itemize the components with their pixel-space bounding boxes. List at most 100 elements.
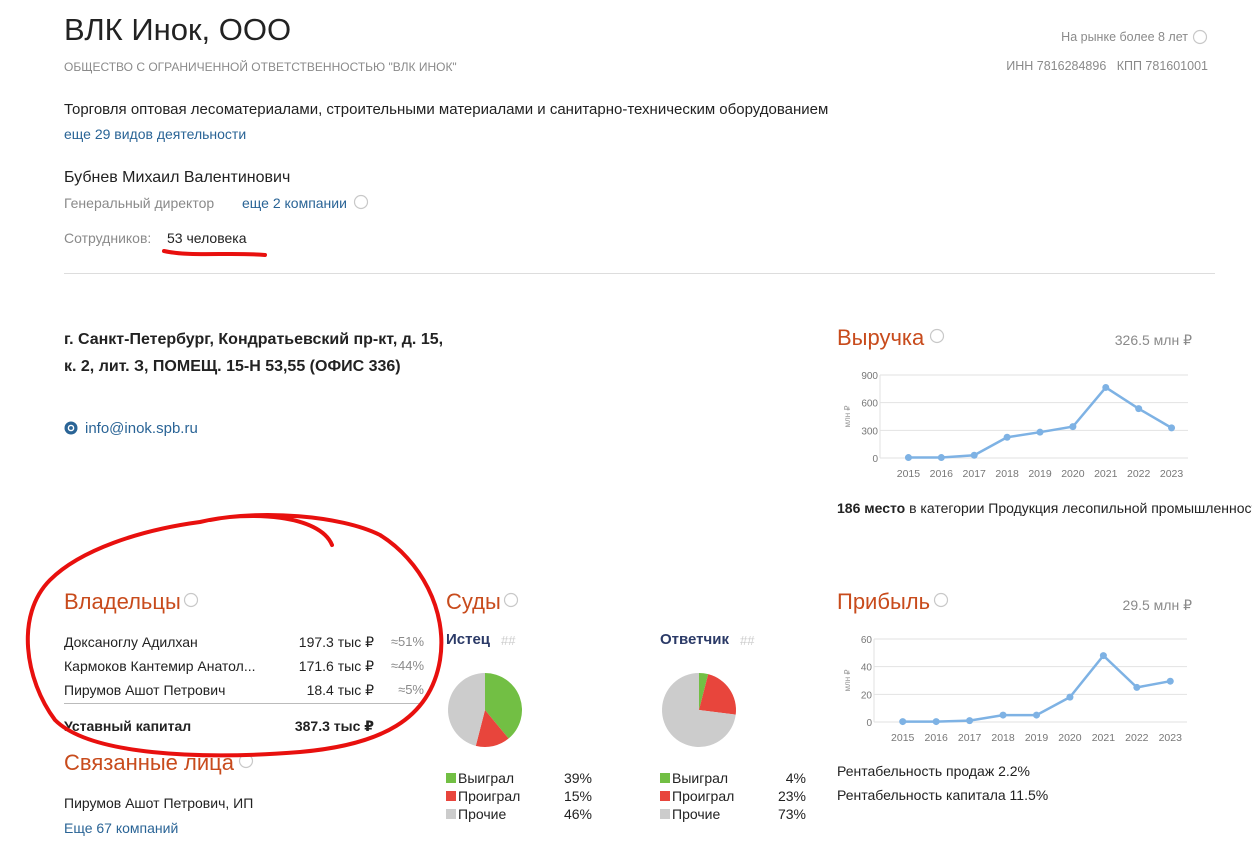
legend-label: Выиграл xyxy=(672,770,728,786)
main-activity: Торговля оптовая лесоматериалами, строит… xyxy=(64,101,829,118)
address: г. Санкт-Петербург, Кондратьевский пр-кт… xyxy=(64,331,444,375)
x-tick-label: 2019 xyxy=(1025,732,1049,744)
x-tick-label: 2020 xyxy=(1058,732,1082,744)
chart-total: 29.5 млн ₽ xyxy=(1122,597,1192,613)
x-tick-label: 2018 xyxy=(991,732,1015,744)
pie-value-label: 23% xyxy=(778,788,806,804)
x-tick-label: 2016 xyxy=(924,732,948,744)
x-tick-label: 2018 xyxy=(995,468,1019,480)
legend-label: Выиграл xyxy=(458,770,514,786)
x-tick-label: 2020 xyxy=(1061,468,1085,480)
point xyxy=(937,454,945,462)
pie-value-label: 39% xyxy=(564,770,592,786)
owner-name: Кармоков Кантемир Анатол... xyxy=(64,658,256,674)
related-item[interactable]: Пирумов Ашот Петрович, ИП xyxy=(64,795,254,811)
x-tick-label: 2017 xyxy=(958,732,982,744)
director-name[interactable]: Бубнев Михаил Валентинович xyxy=(64,169,291,186)
point xyxy=(932,718,940,726)
legend-label: Проиграл xyxy=(458,788,520,804)
point xyxy=(1099,652,1107,660)
owner-share: ≈44% xyxy=(390,658,424,673)
legend-swatch xyxy=(446,791,456,801)
owner-amount: 197.3 тыс ₽ xyxy=(298,634,374,650)
y-tick-label: 900 xyxy=(861,371,878,382)
company-fullname: ОБЩЕСТВО С ОГРАНИЧЕННОЙ ОТВЕТСТВЕННОСТЬЮ… xyxy=(64,60,457,74)
owner-amount: 18.4 тыс ₽ xyxy=(306,682,374,698)
chart-title: Выручка xyxy=(837,325,925,350)
pie-slice xyxy=(662,673,736,748)
profitability-sales: Рентабельность продаж 2.2% xyxy=(837,763,1031,779)
director-role: Генеральный директор xyxy=(64,195,215,211)
chart-total: 326.5 млн ₽ xyxy=(1114,332,1192,348)
pie-title: Истец xyxy=(446,631,491,648)
y-axis-label: млн ₽ xyxy=(843,670,852,692)
legend-swatch xyxy=(446,809,456,819)
pie-tag: ## xyxy=(501,633,516,648)
divider xyxy=(64,273,1215,274)
y-axis-label: млн ₽ xyxy=(843,406,852,428)
y-tick-label: 600 xyxy=(861,399,878,410)
y-tick-label: 20 xyxy=(861,690,873,701)
legend-swatch xyxy=(660,791,670,801)
point xyxy=(1033,711,1040,719)
legend-swatch xyxy=(446,773,456,783)
chart-title: Прибыль xyxy=(837,589,931,614)
point xyxy=(1036,428,1044,436)
pie-title: Ответчик xyxy=(660,631,729,648)
owner-amount: 171.6 тыс ₽ xyxy=(298,658,374,674)
owner-name: Пирумов Ашот Петрович xyxy=(64,682,226,698)
y-tick-label: 0 xyxy=(866,718,872,729)
point xyxy=(1168,424,1176,432)
legend-label: Прочие xyxy=(672,806,720,822)
x-tick-label: 2016 xyxy=(930,468,954,480)
x-tick-label: 2015 xyxy=(891,732,915,744)
company-title: ВЛК Инок, ООО xyxy=(64,12,292,47)
x-tick-label: 2021 xyxy=(1094,468,1118,480)
point xyxy=(1102,383,1110,391)
pie-slice xyxy=(475,710,509,747)
pie-value-label: 73% xyxy=(778,806,806,822)
legend-label: Прочие xyxy=(458,806,506,822)
legend-swatch xyxy=(660,773,670,783)
x-tick-label: 2017 xyxy=(963,468,987,480)
more-activities[interactable]: еще 29 видов деятельности xyxy=(64,126,247,142)
point xyxy=(970,451,978,459)
legend-label: Проиграл xyxy=(672,788,734,804)
pie-slice xyxy=(447,673,485,746)
inn-kpp: ИНН 7816284896 КПП 781601001 xyxy=(1006,58,1208,74)
y-tick-label: 300 xyxy=(861,426,878,437)
pie-slice xyxy=(485,673,522,739)
courts-title: Суды xyxy=(446,589,501,614)
profitability-capital: Рентабельность капитала 11.5% xyxy=(837,787,1049,803)
legend-swatch xyxy=(660,809,670,819)
pie-value-label: 15% xyxy=(564,788,592,804)
related-more[interactable]: Еще 67 компаний xyxy=(64,820,179,836)
inn: ИНН 7816284896 xyxy=(1006,59,1107,73)
point xyxy=(966,717,974,725)
point xyxy=(1003,433,1011,441)
x-tick-label: 2022 xyxy=(1127,468,1151,480)
y-tick-label: 40 xyxy=(861,663,873,674)
point xyxy=(1166,677,1174,685)
point xyxy=(899,718,907,726)
x-tick-label: 2021 xyxy=(1092,732,1116,744)
pie-value-label: 4% xyxy=(786,770,806,786)
y-tick-label: 0 xyxy=(872,454,878,465)
point xyxy=(1069,423,1077,431)
email[interactable]: info@inok.spb.ru xyxy=(85,420,198,437)
point xyxy=(1066,693,1074,701)
director-more[interactable]: еще 2 компании xyxy=(242,195,347,211)
revenue-rank: 186 место в категории Продукция лесопиль… xyxy=(837,499,1252,517)
x-tick-label: 2023 xyxy=(1159,732,1183,744)
x-tick-label: 2022 xyxy=(1125,732,1149,744)
pie-slice xyxy=(699,673,709,710)
kpp: КПП 781601001 xyxy=(1116,59,1208,73)
line xyxy=(908,385,1173,459)
pie-value-label: 46% xyxy=(564,806,592,822)
email-icon xyxy=(64,421,78,435)
market-age: На рынке более 8 лет xyxy=(1061,30,1188,44)
x-tick-label: 2023 xyxy=(1160,468,1184,480)
point xyxy=(1133,683,1141,691)
x-tick-label: 2015 xyxy=(897,468,921,480)
